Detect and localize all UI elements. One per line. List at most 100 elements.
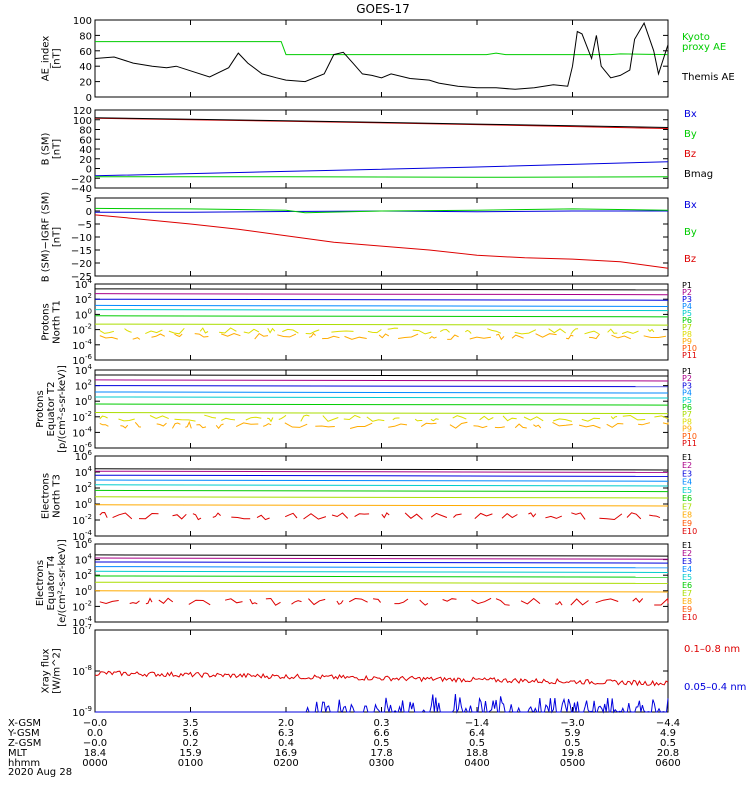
y-tick-label: −25 bbox=[71, 272, 92, 283]
channel-segment-e10 bbox=[520, 597, 541, 605]
channel-segment-e10 bbox=[192, 513, 202, 521]
y-axis-label: Equator T2 bbox=[46, 382, 57, 437]
y-tick-label: 104 bbox=[75, 277, 93, 291]
channel-segment-e10 bbox=[212, 512, 221, 518]
series-line-kyoto-proxy-ae bbox=[95, 41, 669, 56]
legend-e4: E4 bbox=[682, 478, 692, 487]
x-axis-value: 0400 bbox=[464, 758, 489, 769]
channel-segment-p8 bbox=[267, 417, 274, 423]
y-tick-label: 100 bbox=[73, 116, 92, 127]
channel-segment-p8 bbox=[282, 328, 299, 334]
channel-segment-p9 bbox=[284, 422, 308, 428]
channel-segment-e10 bbox=[545, 515, 562, 519]
legend-e1: E1 bbox=[682, 453, 692, 462]
channel-segment-e10 bbox=[354, 513, 370, 518]
series-line-0-1-0-8-nm bbox=[94, 670, 669, 687]
channel-line-p1 bbox=[94, 288, 669, 291]
x-axis-value: 15.9 bbox=[179, 748, 201, 759]
legend-p9: P9 bbox=[682, 337, 692, 346]
legend-bx: Bx bbox=[684, 200, 697, 211]
y-tick-label: 10-2 bbox=[72, 323, 92, 337]
y-tick-label: −5 bbox=[77, 220, 92, 231]
legend-e5: E5 bbox=[682, 486, 692, 495]
channel-segment-p9 bbox=[277, 333, 297, 338]
channel-segment-e10 bbox=[632, 597, 644, 603]
channel-segment-e10 bbox=[145, 597, 153, 605]
channel-segment-p8 bbox=[99, 330, 115, 334]
x-axis-value: 0500 bbox=[560, 758, 585, 769]
channel-segment-p9 bbox=[263, 423, 272, 427]
y-axis-label: B (SM)−IGRF (SM) bbox=[41, 192, 52, 283]
channel-line-p6 bbox=[94, 403, 669, 406]
channel-segment-p9 bbox=[638, 422, 651, 426]
x-axis-row-label: Y-GSM bbox=[7, 728, 40, 739]
x-axis-value: 19.8 bbox=[561, 748, 583, 759]
legend-p4: P4 bbox=[682, 302, 692, 311]
channel-segment-e10 bbox=[331, 512, 349, 519]
y-tick-label: 10-6 bbox=[72, 441, 92, 455]
channel-segment-p9 bbox=[494, 426, 505, 429]
channel-segment-e10 bbox=[595, 598, 619, 604]
channel-segment-p9 bbox=[511, 334, 524, 339]
channel-segment-e10 bbox=[308, 598, 326, 606]
y-axis-label: [nT] bbox=[52, 48, 63, 68]
y-axis-label: North T1 bbox=[52, 300, 63, 344]
channel-segment-p9 bbox=[388, 423, 408, 428]
channel-segment-p9 bbox=[134, 421, 142, 428]
channel-segment-p8 bbox=[412, 329, 432, 335]
y-tick-label: −10 bbox=[71, 233, 92, 244]
channel-line-e6 bbox=[94, 575, 669, 578]
legend-e5: E5 bbox=[682, 573, 692, 582]
channel-segment-p8 bbox=[331, 330, 354, 333]
channel-segment-e10 bbox=[495, 598, 510, 606]
legend-bx: Bx bbox=[684, 109, 697, 120]
y-tick-label: 104 bbox=[75, 363, 93, 377]
channel-segment-e10 bbox=[129, 600, 140, 604]
channel-segment-e10 bbox=[430, 512, 448, 518]
y-tick-label: 10-4 bbox=[72, 529, 92, 543]
legend-p4: P4 bbox=[682, 389, 692, 398]
y-tick-label: 5 bbox=[86, 194, 92, 205]
y-tick-label: 0 bbox=[86, 165, 92, 176]
y-tick-label: 10-4 bbox=[72, 338, 92, 352]
channel-segment-p8 bbox=[118, 418, 135, 422]
x-axis-value: 0.5 bbox=[565, 738, 581, 749]
channel-segment-p8 bbox=[300, 414, 310, 422]
channel-segment-p9 bbox=[120, 424, 129, 429]
channel-segment-p9 bbox=[156, 422, 167, 427]
channel-segment-e10 bbox=[348, 597, 368, 603]
y-tick-label: 10-2 bbox=[72, 599, 92, 613]
channel-line-e7 bbox=[94, 496, 669, 499]
y-tick-label: 60 bbox=[79, 47, 92, 58]
legend-p6: P6 bbox=[682, 403, 692, 412]
channel-segment-e10 bbox=[99, 600, 119, 605]
x-axis-value: 0100 bbox=[178, 758, 203, 769]
y-tick-label: 100 bbox=[75, 497, 92, 511]
channel-line-e5 bbox=[94, 484, 669, 487]
channel-segment-p8 bbox=[414, 418, 423, 422]
channel-segment-p9 bbox=[449, 421, 468, 429]
x-axis-value: 0.5 bbox=[469, 738, 485, 749]
series-line-bx bbox=[94, 161, 669, 177]
channel-line-e2 bbox=[94, 557, 669, 560]
y-tick-label: −15 bbox=[71, 246, 92, 257]
channel-segment-p8 bbox=[479, 415, 494, 421]
date-label: 2020 Aug 28 bbox=[8, 767, 72, 778]
legend-e6: E6 bbox=[682, 494, 692, 503]
channel-segment-p8 bbox=[392, 417, 400, 421]
y-tick-label: 10-4 bbox=[72, 425, 92, 439]
y-tick-label: 20 bbox=[79, 155, 92, 166]
channel-segment-p8 bbox=[245, 416, 262, 421]
y-tick-label: 100 bbox=[75, 307, 92, 321]
channel-segment-p9 bbox=[194, 333, 209, 338]
legend-p8: P8 bbox=[682, 417, 692, 426]
y-tick-label: 102 bbox=[75, 481, 92, 495]
legend-e6: E6 bbox=[682, 581, 692, 590]
y-axis-label: [p/(cm²-s-sr-keV)] bbox=[57, 365, 68, 453]
legend-p11: P11 bbox=[682, 439, 697, 448]
x-axis-value: 3.5 bbox=[183, 718, 199, 729]
channel-segment-p8 bbox=[168, 327, 185, 335]
